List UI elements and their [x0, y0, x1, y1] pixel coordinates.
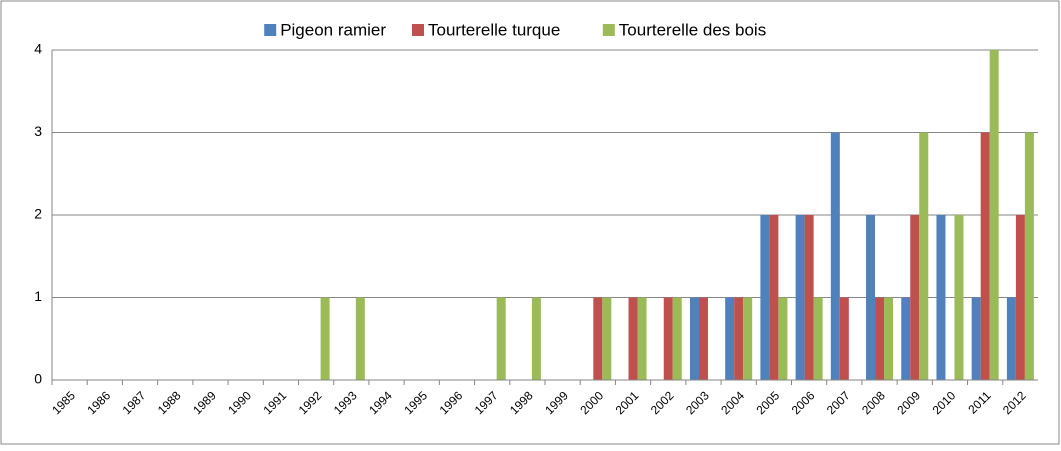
bar — [637, 297, 647, 380]
bar — [980, 132, 990, 380]
y-tick-label: 2 — [34, 206, 42, 222]
legend-swatch — [602, 24, 615, 36]
bar — [866, 215, 876, 380]
bar — [954, 215, 964, 380]
legend-swatch — [264, 24, 277, 36]
bar — [778, 297, 788, 380]
bar — [875, 297, 885, 380]
legend-label: Tourterelle des bois — [619, 20, 766, 39]
y-tick-label: 3 — [34, 123, 42, 139]
legend-label: Tourterelle turque — [428, 20, 560, 39]
bar — [734, 297, 744, 380]
bar — [698, 297, 708, 380]
bar — [830, 132, 840, 380]
bar — [769, 215, 779, 380]
bar — [971, 297, 981, 380]
y-tick-label: 4 — [34, 41, 42, 57]
bar — [672, 297, 682, 380]
bar — [531, 297, 541, 380]
bar — [804, 215, 814, 380]
bar — [663, 297, 673, 380]
bar — [628, 297, 638, 380]
legend-swatch — [412, 24, 424, 36]
bar — [689, 297, 699, 380]
y-tick-label: 0 — [34, 371, 42, 387]
bar — [919, 132, 929, 380]
bar — [355, 297, 365, 380]
bar — [795, 215, 805, 380]
y-tick-label: 1 — [34, 288, 42, 304]
bar — [936, 215, 946, 380]
bar — [989, 50, 999, 380]
bar — [320, 297, 330, 380]
bar — [910, 215, 920, 380]
bar — [743, 297, 753, 380]
bar — [496, 297, 506, 380]
bar — [725, 297, 735, 380]
bar — [884, 297, 894, 380]
bar — [1015, 215, 1025, 380]
bar — [813, 297, 823, 380]
bar — [602, 297, 612, 380]
bar — [593, 297, 603, 380]
bar — [1024, 132, 1034, 380]
bar — [1006, 297, 1016, 380]
legend-label: Pigeon ramier — [280, 20, 386, 39]
bar — [901, 297, 911, 380]
bar — [760, 215, 770, 380]
bar — [839, 297, 849, 380]
